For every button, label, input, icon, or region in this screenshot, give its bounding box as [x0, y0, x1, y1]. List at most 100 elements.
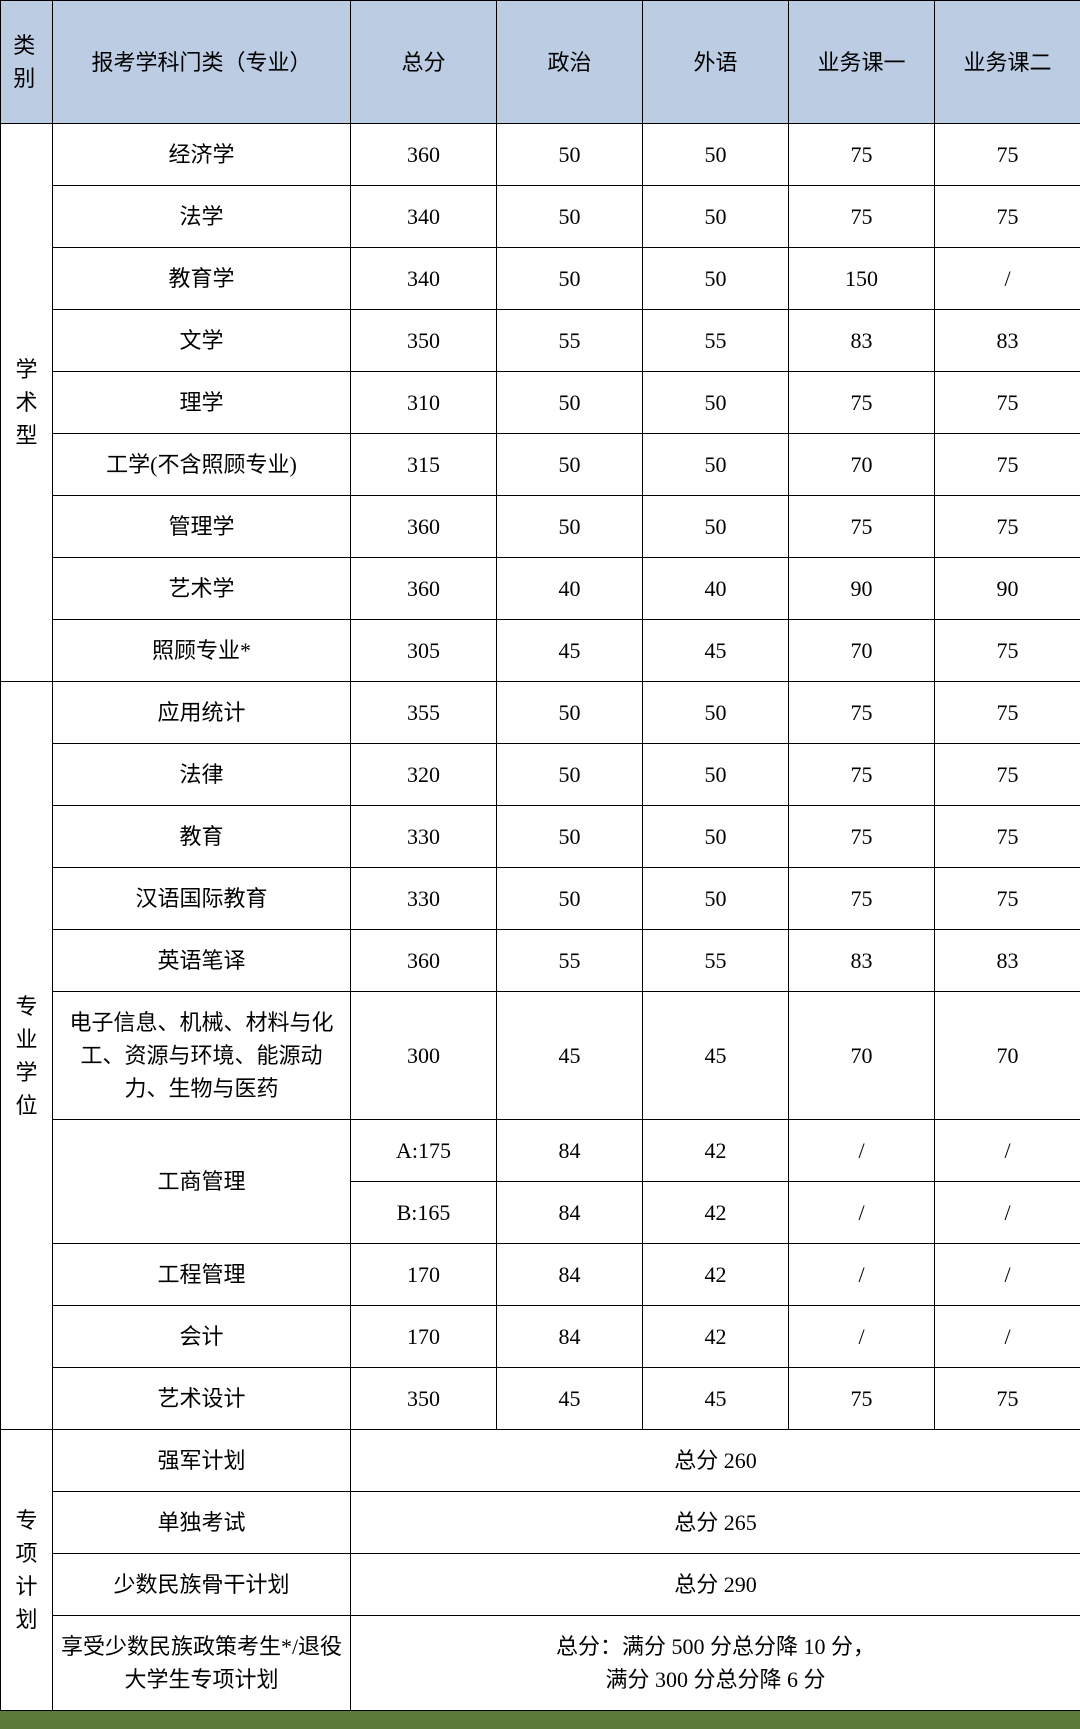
foreign-cell: 50 — [643, 248, 789, 310]
total-cell: 360 — [351, 124, 497, 186]
c1-cell: 83 — [789, 930, 935, 992]
c1-cell: 83 — [789, 310, 935, 372]
major-cell: 教育学 — [53, 248, 351, 310]
total-cell: 315 — [351, 434, 497, 496]
table-row: 享受少数民族政策考生*/退役大学生专项计划总分：满分 500 分总分降 10 分… — [1, 1616, 1080, 1711]
c2-cell: / — [935, 1182, 1080, 1244]
header-major: 报考学科门类（专业） — [53, 1, 351, 124]
total-cell: 360 — [351, 496, 497, 558]
c1-cell: 70 — [789, 992, 935, 1120]
politics-cell: 50 — [497, 682, 643, 744]
total-cell: 350 — [351, 1368, 497, 1430]
c2-cell: 75 — [935, 372, 1080, 434]
politics-cell: 50 — [497, 248, 643, 310]
table-row: 会计1708442// — [1, 1306, 1080, 1368]
major-cell: 理学 — [53, 372, 351, 434]
c2-cell: 75 — [935, 806, 1080, 868]
c1-cell: 75 — [789, 806, 935, 868]
bottom-bar — [0, 1711, 1080, 1729]
table-row: 单独考试总分 265 — [1, 1492, 1080, 1554]
c1-cell: 75 — [789, 372, 935, 434]
table-row: 工程管理1708442// — [1, 1244, 1080, 1306]
c2-cell: / — [935, 248, 1080, 310]
table-row: 理学31050507575 — [1, 372, 1080, 434]
table-row: 英语笔译36055558383 — [1, 930, 1080, 992]
c2-cell: 75 — [935, 496, 1080, 558]
politics-cell: 50 — [497, 744, 643, 806]
major-cell: 管理学 — [53, 496, 351, 558]
foreign-cell: 50 — [643, 744, 789, 806]
c2-cell: 75 — [935, 434, 1080, 496]
major-cell: 英语笔译 — [53, 930, 351, 992]
table-row: 艺术设计35045457575 — [1, 1368, 1080, 1430]
category-cell: 专项计划 — [1, 1430, 53, 1711]
politics-cell: 50 — [497, 806, 643, 868]
major-cell: 电子信息、机械、材料与化工、资源与环境、能源动力、生物与医药 — [53, 992, 351, 1120]
table-row: 教育学3405050150/ — [1, 248, 1080, 310]
total-cell: B:165 — [351, 1182, 497, 1244]
major-cell: 法学 — [53, 186, 351, 248]
major-cell: 经济学 — [53, 124, 351, 186]
politics-cell: 50 — [497, 434, 643, 496]
c2-cell: 83 — [935, 310, 1080, 372]
table-body: 学术型经济学36050507575法学34050507575教育学3405050… — [1, 124, 1080, 1711]
foreign-cell: 42 — [643, 1120, 789, 1182]
total-cell: 355 — [351, 682, 497, 744]
foreign-cell: 55 — [643, 310, 789, 372]
foreign-cell: 50 — [643, 372, 789, 434]
merged-score-cell: 总分：满分 500 分总分降 10 分，满分 300 分总分降 6 分 — [351, 1616, 1080, 1711]
politics-cell: 84 — [497, 1244, 643, 1306]
score-table-container: 类别 报考学科门类（专业） 总分 政治 外语 业务课一 业务课二 学术型经济学3… — [0, 0, 1080, 1711]
major-cell: 少数民族骨干计划 — [53, 1554, 351, 1616]
c1-cell: / — [789, 1306, 935, 1368]
politics-cell: 45 — [497, 620, 643, 682]
table-row: 教育33050507575 — [1, 806, 1080, 868]
major-cell: 会计 — [53, 1306, 351, 1368]
total-cell: 340 — [351, 186, 497, 248]
politics-cell: 84 — [497, 1120, 643, 1182]
total-cell: 300 — [351, 992, 497, 1120]
score-table: 类别 报考学科门类（专业） 总分 政治 外语 业务课一 业务课二 学术型经济学3… — [0, 0, 1080, 1711]
politics-cell: 50 — [497, 372, 643, 434]
foreign-cell: 50 — [643, 124, 789, 186]
table-row: 法律32050507575 — [1, 744, 1080, 806]
table-row: 文学35055558383 — [1, 310, 1080, 372]
c2-cell: 75 — [935, 1368, 1080, 1430]
foreign-cell: 42 — [643, 1306, 789, 1368]
total-cell: 170 — [351, 1306, 497, 1368]
foreign-cell: 45 — [643, 620, 789, 682]
table-row: 电子信息、机械、材料与化工、资源与环境、能源动力、生物与医药3004545707… — [1, 992, 1080, 1120]
foreign-cell: 50 — [643, 806, 789, 868]
major-cell: 单独考试 — [53, 1492, 351, 1554]
politics-cell: 50 — [497, 868, 643, 930]
total-cell: 340 — [351, 248, 497, 310]
table-row: 工学(不含照顾专业)31550507075 — [1, 434, 1080, 496]
header-total: 总分 — [351, 1, 497, 124]
total-cell: 320 — [351, 744, 497, 806]
table-row: 专业学位应用统计35550507575 — [1, 682, 1080, 744]
politics-cell: 55 — [497, 310, 643, 372]
c1-cell: 75 — [789, 124, 935, 186]
header-foreign: 外语 — [643, 1, 789, 124]
foreign-cell: 40 — [643, 558, 789, 620]
foreign-cell: 42 — [643, 1244, 789, 1306]
table-row: 法学34050507575 — [1, 186, 1080, 248]
politics-cell: 45 — [497, 1368, 643, 1430]
c1-cell: 75 — [789, 744, 935, 806]
major-cell: 教育 — [53, 806, 351, 868]
major-cell: 法律 — [53, 744, 351, 806]
major-cell: 照顾专业* — [53, 620, 351, 682]
foreign-cell: 50 — [643, 868, 789, 930]
c2-cell: 75 — [935, 744, 1080, 806]
table-row: 管理学36050507575 — [1, 496, 1080, 558]
politics-cell: 50 — [497, 124, 643, 186]
politics-cell: 45 — [497, 992, 643, 1120]
c1-cell: 70 — [789, 434, 935, 496]
c1-cell: 75 — [789, 868, 935, 930]
c1-cell: 150 — [789, 248, 935, 310]
total-cell: 330 — [351, 868, 497, 930]
table-row: 汉语国际教育33050507575 — [1, 868, 1080, 930]
foreign-cell: 45 — [643, 992, 789, 1120]
politics-cell: 50 — [497, 186, 643, 248]
major-cell: 强军计划 — [53, 1430, 351, 1492]
